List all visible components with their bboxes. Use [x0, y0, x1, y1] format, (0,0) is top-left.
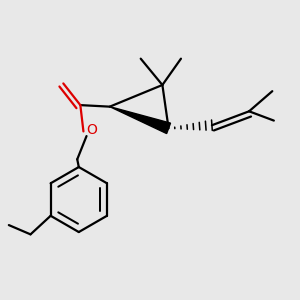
- Text: O: O: [87, 123, 98, 137]
- Polygon shape: [110, 107, 170, 134]
